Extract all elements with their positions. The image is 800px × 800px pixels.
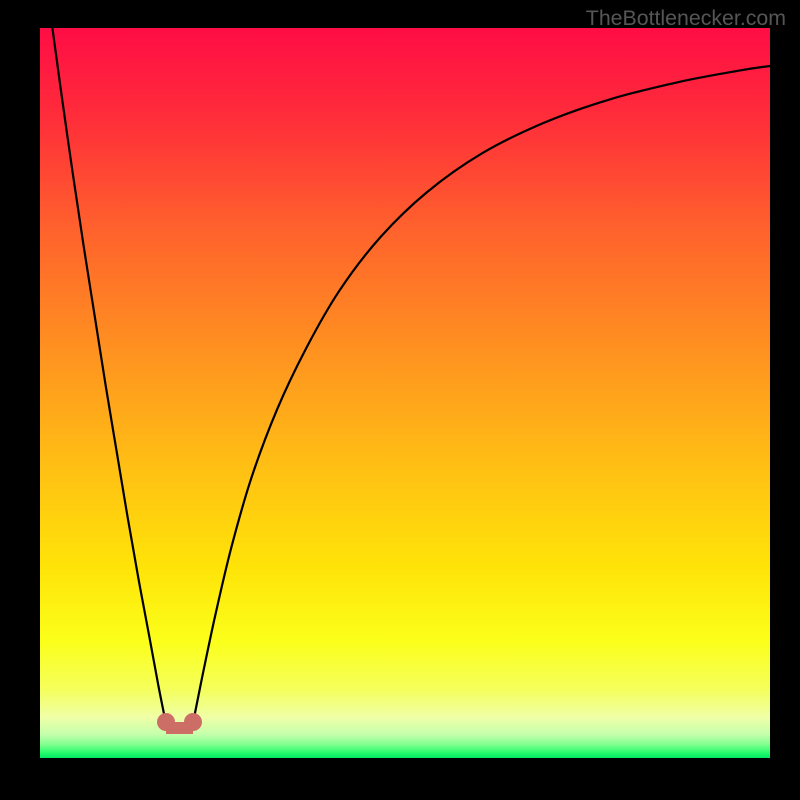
bottleneck-curve xyxy=(40,28,770,758)
plot-area xyxy=(40,28,770,758)
minimum-marker-right xyxy=(184,713,202,731)
minimum-marker-left xyxy=(157,713,175,731)
chart-frame: TheBottlenecker.com xyxy=(0,0,800,800)
